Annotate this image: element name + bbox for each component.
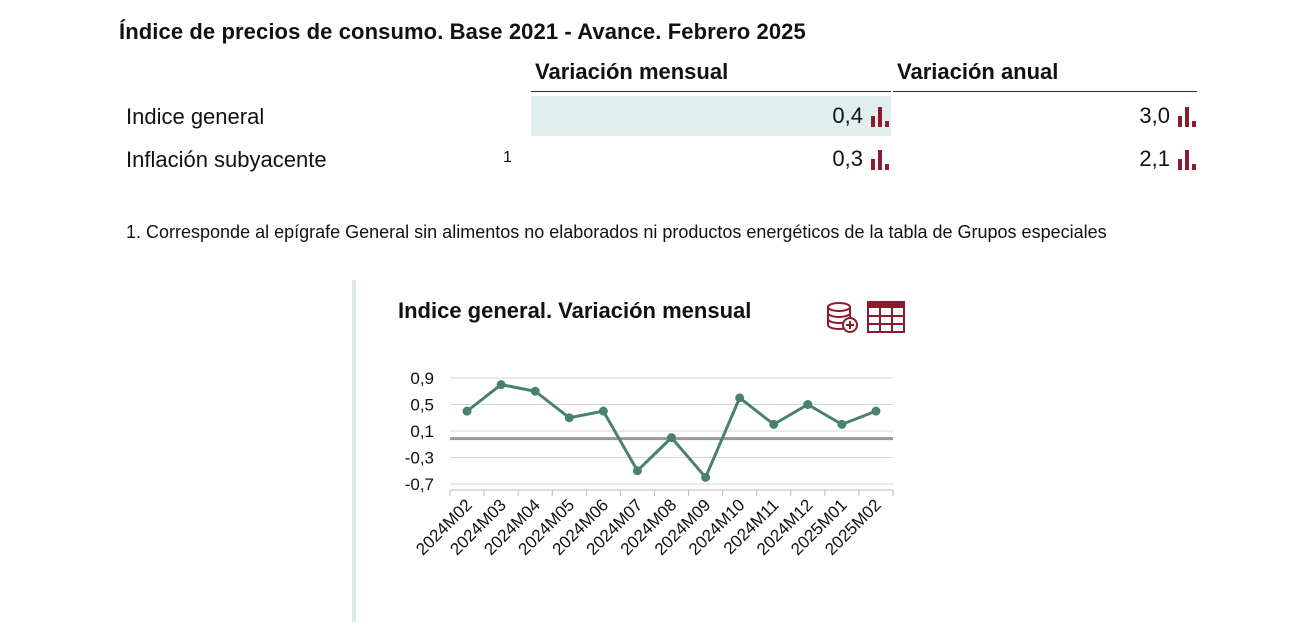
table-icon[interactable] bbox=[867, 300, 905, 334]
cell-annual-inflacion-subyacente: 2,1 bbox=[893, 139, 1198, 179]
y-tick-label: 0,1 bbox=[410, 422, 434, 441]
data-point bbox=[598, 406, 608, 416]
y-tick-label: -0,7 bbox=[405, 475, 434, 494]
bar-chart-icon[interactable] bbox=[1178, 148, 1196, 170]
value: 0,4 bbox=[832, 103, 863, 128]
y-tick-label: -0,3 bbox=[405, 449, 434, 468]
data-point bbox=[803, 400, 813, 409]
data-point bbox=[564, 413, 574, 423]
panel-divider bbox=[352, 280, 356, 622]
value: 3,0 bbox=[1139, 103, 1170, 128]
data-point bbox=[837, 419, 847, 429]
y-tick-label: 0,5 bbox=[410, 396, 434, 415]
data-point bbox=[462, 406, 472, 416]
cell-annual-indice-general: 3,0 bbox=[893, 96, 1198, 136]
row-label-indice-general: Indice general bbox=[126, 104, 265, 129]
bar-chart-icon[interactable] bbox=[871, 148, 889, 170]
y-tick-label: 0,9 bbox=[410, 369, 434, 388]
cell-monthly-inflacion-subyacente: 0,3 bbox=[531, 139, 891, 179]
data-point bbox=[632, 466, 642, 476]
footnote: 1. Corresponde al epígrafe General sin a… bbox=[126, 222, 1107, 242]
database-add-icon[interactable] bbox=[824, 300, 860, 336]
page-title: Índice de precios de consumo. Base 2021 … bbox=[119, 19, 806, 44]
data-point bbox=[735, 393, 745, 403]
column-header-monthly: Variación mensual bbox=[531, 59, 891, 92]
data-point bbox=[769, 419, 779, 429]
chart-title: Indice general. Variación mensual bbox=[398, 298, 752, 323]
data-point bbox=[496, 380, 506, 390]
row-label-inflacion-subyacente: Inflación subyacente bbox=[126, 147, 327, 172]
data-point bbox=[667, 433, 676, 443]
line-chart: 0,90,50,1-0,3-0,72024M022024M032024M0420… bbox=[405, 369, 894, 559]
data-point bbox=[701, 472, 711, 482]
value: 2,1 bbox=[1139, 146, 1170, 171]
data-point bbox=[871, 406, 881, 416]
value: 0,3 bbox=[832, 146, 863, 171]
bar-chart-icon[interactable] bbox=[871, 105, 889, 127]
cell-monthly-indice-general: 0,4 bbox=[531, 96, 891, 136]
data-point bbox=[530, 386, 540, 396]
footnote-marker: 1 bbox=[503, 149, 512, 166]
column-header-annual: Variación anual bbox=[893, 59, 1197, 92]
bar-chart-icon[interactable] bbox=[1178, 105, 1196, 127]
